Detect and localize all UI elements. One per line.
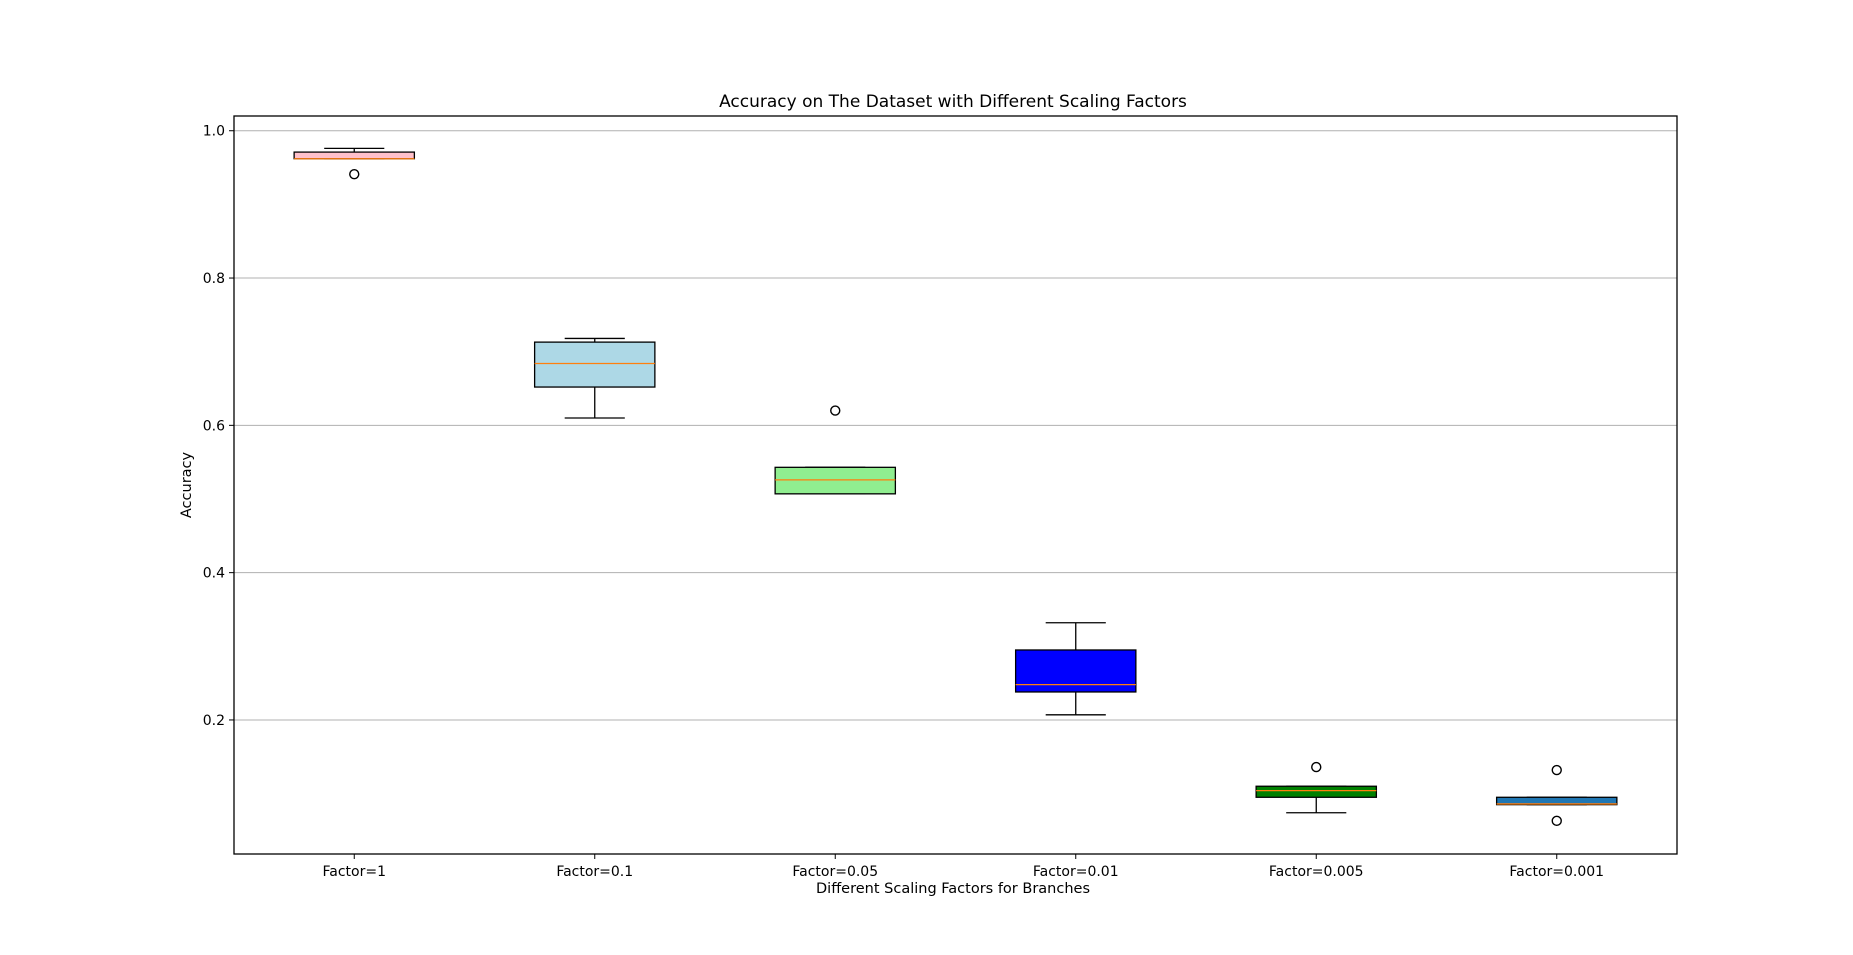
y-tick-label: 1.0 [203, 124, 225, 140]
box [293, 151, 416, 160]
box [533, 341, 656, 388]
x-axis-label: Different Scaling Factors for Branches [816, 881, 1090, 897]
x-tick-label: Factor=0.001 [1509, 864, 1604, 880]
x-tick-label: Factor=0.1 [556, 864, 633, 880]
boxes [293, 147, 1618, 827]
x-tick-label: Factor=0.01 [1033, 864, 1119, 880]
outlier-point [830, 405, 841, 416]
box [1255, 785, 1378, 798]
x-tick-label: Factor=0.005 [1269, 864, 1364, 880]
box [1014, 649, 1137, 693]
box-group [1255, 761, 1378, 814]
chart-title: Accuracy on The Dataset with Different S… [719, 92, 1187, 112]
box-group [1014, 622, 1137, 716]
x-axis-ticks: Factor=1 Factor=0.1 Factor=0.05 Factor=0.01… [323, 854, 1604, 880]
outlier-point [1551, 815, 1562, 827]
box-group [1495, 764, 1618, 827]
box [774, 466, 897, 495]
outlier-point [349, 168, 360, 180]
box-group [293, 147, 416, 180]
outlier-point [1551, 764, 1562, 776]
grid-lines [234, 130, 1677, 721]
y-tick-label: 0.6 [203, 418, 225, 434]
box-group [533, 337, 656, 419]
y-tick-label: 0.8 [203, 271, 225, 287]
box-group [774, 405, 897, 495]
x-tick-label: Factor=1 [323, 864, 387, 880]
x-tick-label: Factor=0.05 [792, 864, 878, 880]
y-axis-ticks: 0.2 0.4 0.6 0.8 1.0 [203, 124, 234, 729]
box [1495, 796, 1618, 806]
y-tick-label: 0.2 [203, 713, 225, 729]
plot-frame [233, 115, 1678, 855]
y-tick-label: 0.4 [203, 566, 225, 582]
outlier-point [1311, 761, 1322, 773]
y-axis-label: Accuracy [179, 451, 195, 518]
